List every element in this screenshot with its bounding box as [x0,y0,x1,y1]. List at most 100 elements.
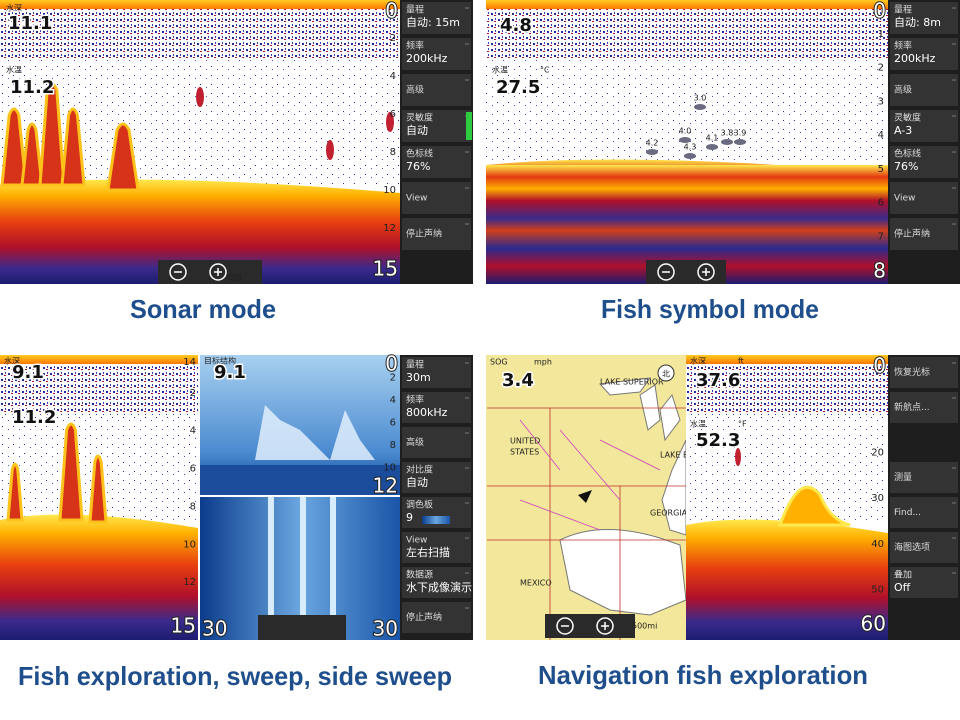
menu-label: 高级 [894,84,912,96]
zoom-bar [545,614,635,638]
fish-depth: 4.2 [646,139,659,148]
menu-label: View [406,194,427,204]
zoom-in-button[interactable] [209,263,227,281]
menu-value: 水下成像演示 [406,580,472,594]
menu-item[interactable] [402,218,471,250]
menu-value: 200kHz [406,52,448,65]
mode-label: 模拟 [226,273,242,283]
menu-value: 76% [894,160,918,173]
menu-item[interactable] [402,357,471,388]
menu-value: 76% [406,160,430,173]
fish-arch [0,107,28,187]
temp-label: 水温 [6,65,22,75]
fish-depth: 3.9 [734,129,747,138]
menu-item[interactable] [402,567,471,598]
caption: Navigation fish exploration [538,660,868,690]
menu-label: 色标线 [406,148,433,160]
active-indicator [466,112,472,140]
fish-arch [38,82,66,187]
depth-scale-label: 6 [190,464,196,475]
state-border [559,429,621,501]
depth-label: 水深 [4,356,20,366]
seabed [686,519,888,640]
sonar-noise [0,0,400,60]
depth-scale-label: 10 [183,539,196,550]
fish-symbol [721,139,733,145]
zoom-in-button[interactable] [596,617,614,635]
menu-item[interactable] [890,567,958,598]
depth-scale-label: 2 [878,63,884,74]
menu-item[interactable] [890,532,958,563]
map-label: LAKE ERIE [660,451,701,460]
menu-value: 自动 [406,124,428,137]
zoom-out-button[interactable] [169,263,187,281]
menu-item[interactable] [890,182,958,214]
menu-label: 灵敏度 [406,112,433,124]
menu-item[interactable] [402,392,471,423]
menu-item[interactable] [890,218,958,250]
menu-item[interactable] [402,462,471,493]
temp-value: 11.2 [12,407,56,428]
caption: Fish symbol mode [601,294,819,324]
menu-item[interactable] [402,74,471,106]
menu-value: 30m [406,371,431,384]
temp-value: 27.5 [496,77,540,98]
depth-scale-label: 7 [878,231,884,242]
zoom-out-button[interactable] [657,263,675,281]
depth-scale-label: 40 [871,539,884,550]
depth-scale-label: 6 [390,109,396,120]
menu-label: 量程 [406,5,424,16]
menu-item[interactable] [402,2,471,34]
range-top: 0 [873,354,886,378]
depth-value: 9.1 [12,362,44,383]
menu-item[interactable] [890,146,958,178]
menu-item[interactable] [402,532,471,563]
menu-value: Off [894,581,911,594]
menu-item[interactable] [402,182,471,214]
surface-band [0,0,400,9]
zoom-out-button[interactable] [556,617,574,635]
menu-item[interactable] [890,462,958,493]
depth-label: 水深 [6,3,22,13]
depth-scale-label: 5 [878,164,884,175]
sidescan-track [330,497,336,640]
depth-scale-label: 10 [383,185,396,196]
menu-label: 色标线 [894,148,921,160]
menu-item[interactable] [890,357,958,388]
menu-item[interactable] [890,38,958,70]
menu-value: 800kHz [406,406,448,419]
menu-item[interactable] [402,38,471,70]
depth-scale-label: 8 [190,501,196,512]
menu-item[interactable] [890,2,958,34]
fish-depth: 3.8 [721,129,734,138]
seabed-structure [777,485,851,527]
menu-label: Find... [894,508,921,518]
menu-label: 频率 [894,40,912,52]
fish-symbol [734,139,746,145]
scan-toolbar[interactable] [258,615,346,640]
menu-item[interactable] [890,497,958,528]
zoom-in-button[interactable] [697,263,715,281]
sonar-noise [686,355,888,415]
menu-item[interactable] [402,602,471,633]
menu-label: 高级 [406,436,424,448]
menu-label: 频率 [406,394,424,406]
surface-band [0,355,198,364]
fish-depth: 4.0 [679,127,692,136]
menu-item[interactable] [402,427,471,458]
north-indicator[interactable] [657,364,675,382]
depth-scale-label: 4 [390,71,396,82]
menu-item[interactable] [402,146,471,178]
fish-arch [6,462,24,522]
menu-item[interactable] [890,74,958,106]
menu-item[interactable] [890,110,958,142]
downscan-bottom-label: 12 [373,474,398,498]
menu-item[interactable] [402,110,471,142]
temp-label: 水温 [492,65,508,75]
menu-value: 自动: 15m [406,16,460,29]
menu-item[interactable] [890,392,958,423]
menu-label: 测量 [894,472,912,483]
depth-scale-label: 6 [390,418,396,429]
fish-arch [88,454,108,524]
menu-value: 9 [406,511,413,524]
